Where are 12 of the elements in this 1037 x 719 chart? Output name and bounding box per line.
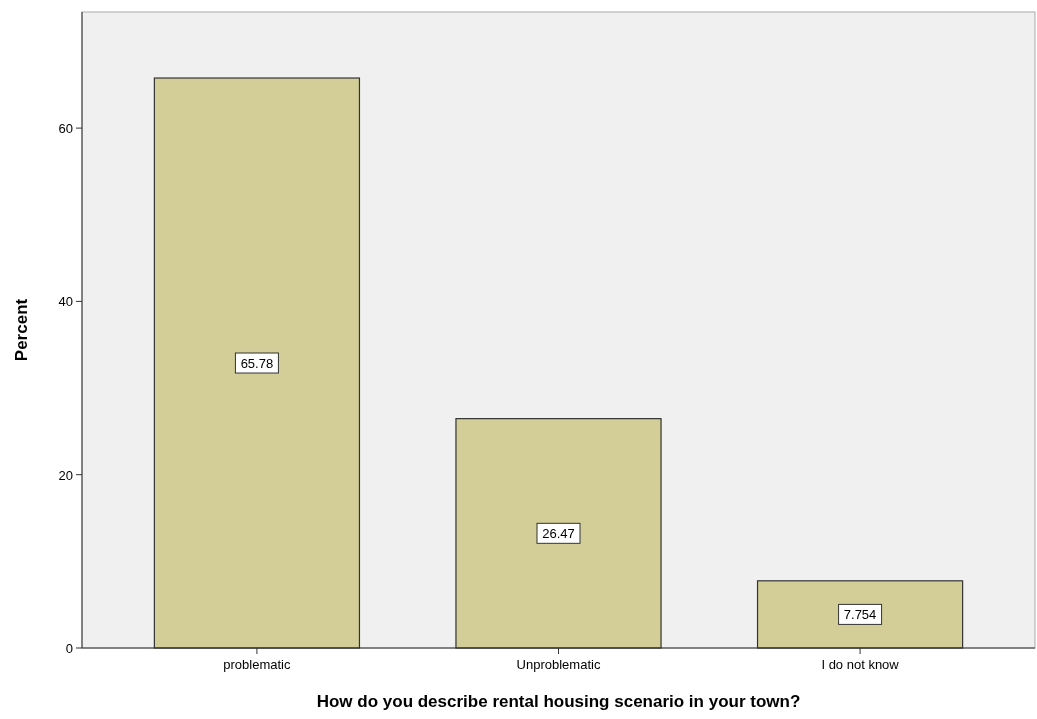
y-tick-label: 40	[58, 294, 73, 310]
data-label: 26.47	[542, 526, 575, 542]
y-tick-label: 60	[58, 121, 73, 137]
x-tick-label: problematic	[223, 657, 292, 672]
y-tick-label: 0	[65, 641, 73, 656]
y-tick-label: 20	[58, 467, 73, 483]
x-axis-title: How do you describe rental housing scenario in your town?	[316, 692, 801, 711]
y-axis-title: Percent	[12, 298, 31, 362]
x-tick-label: I do not know	[821, 657, 900, 672]
data-label: 7.754	[843, 607, 877, 623]
x-tick-label: Unproblematic	[516, 657, 601, 672]
data-label: 65.78	[240, 356, 274, 372]
